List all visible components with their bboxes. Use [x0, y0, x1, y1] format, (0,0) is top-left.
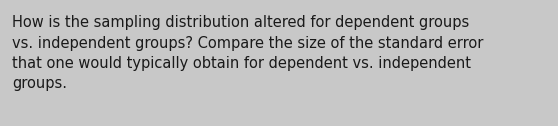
Text: How is the sampling distribution altered for dependent groups
vs. independent gr: How is the sampling distribution altered… [12, 15, 484, 91]
